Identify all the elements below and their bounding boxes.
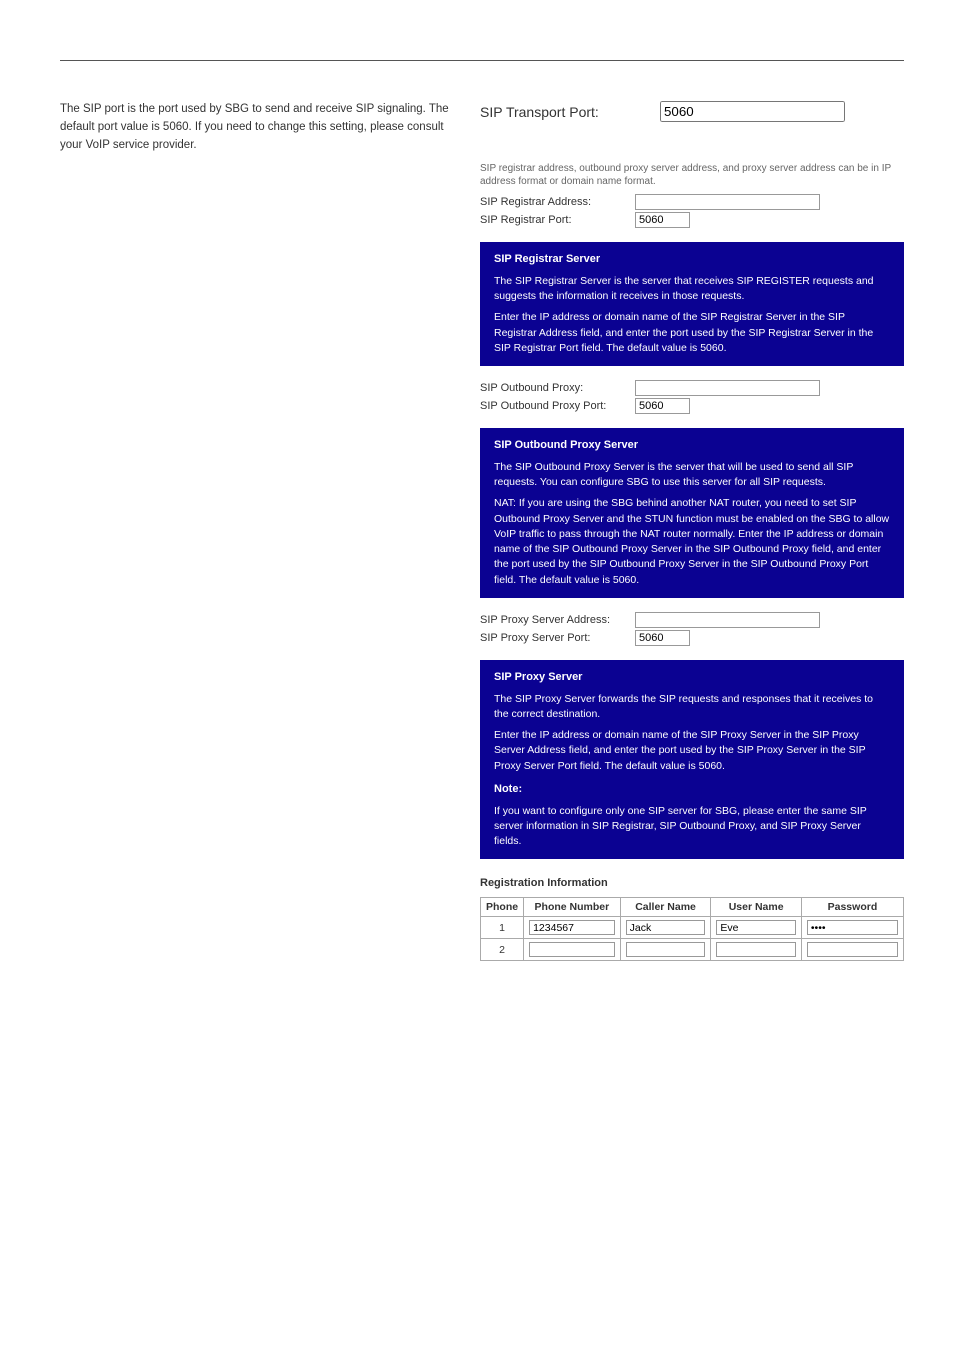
registrar-box-body2: Enter the IP address or domain name of t… [494,310,890,356]
sip-registrar-address-row: SIP Registrar Address: [480,194,904,210]
table-header-row: Phone Phone Number Caller Name User Name… [481,898,904,917]
server-address-note: SIP registrar address, outbound proxy se… [480,162,904,188]
phone-index-1: 1 [481,917,524,939]
sip-proxy-port-row: SIP Proxy Server Port: [480,630,904,646]
registration-table: Phone Phone Number Caller Name User Name… [480,897,904,961]
col-phone: Phone [481,898,524,917]
right-form-column: SIP Transport Port: SIP registrar addres… [480,101,904,961]
sip-outbound-proxy-label: SIP Outbound Proxy: [480,382,635,394]
col-user-name: User Name [711,898,801,917]
caller-name-2-input[interactable] [626,942,706,957]
table-row: 2 [481,939,904,961]
user-name-1-input[interactable] [716,920,795,935]
proxy-box-note-title: Note: [494,782,890,798]
phone-number-2-input[interactable] [529,942,615,957]
transport-port-desc: The SIP port is the port used by SBG to … [60,101,460,154]
sip-outbound-proxy-port-row: SIP Outbound Proxy Port: [480,398,904,414]
sip-outbound-proxy-port-label: SIP Outbound Proxy Port: [480,400,635,412]
caller-name-1-input[interactable] [626,920,706,935]
sip-outbound-proxy-input[interactable] [635,380,820,396]
header-divider [60,60,904,61]
outbound-box-body2: NAT: If you are using the SBG behind ano… [494,496,890,587]
col-password: Password [801,898,903,917]
outbound-box-body1: The SIP Outbound Proxy Server is the ser… [494,460,890,490]
sip-proxy-address-row: SIP Proxy Server Address: [480,612,904,628]
col-caller-name: Caller Name [620,898,711,917]
sip-registrar-address-input[interactable] [635,194,820,210]
left-description-column: The SIP port is the port used by SBG to … [60,101,460,961]
sip-outbound-proxy-row: SIP Outbound Proxy: [480,380,904,396]
proxy-box-title: SIP Proxy Server [494,670,890,686]
registrar-box-title: SIP Registrar Server [494,252,890,268]
sip-proxy-address-label: SIP Proxy Server Address: [480,614,635,626]
user-name-2-input[interactable] [716,942,795,957]
table-row: 1 [481,917,904,939]
sip-proxy-address-input[interactable] [635,612,820,628]
phone-index-2: 2 [481,939,524,961]
sip-proxy-port-label: SIP Proxy Server Port: [480,632,635,644]
proxy-box-note-body: If you want to configure only one SIP se… [494,804,890,850]
password-1-input[interactable] [807,920,898,935]
sip-transport-port-input[interactable] [660,101,845,122]
proxy-box-body2: Enter the IP address or domain name of t… [494,728,890,774]
sip-registrar-port-input[interactable] [635,212,690,228]
sip-proxy-infobox: SIP Proxy Server The SIP Proxy Server fo… [480,660,904,860]
sip-registrar-port-row: SIP Registrar Port: [480,212,904,228]
sip-registrar-address-label: SIP Registrar Address: [480,196,635,208]
sip-proxy-port-input[interactable] [635,630,690,646]
sip-outbound-proxy-port-input[interactable] [635,398,690,414]
col-phone-number: Phone Number [524,898,621,917]
registrar-box-body1: The SIP Registrar Server is the server t… [494,274,890,304]
phone-number-1-input[interactable] [529,920,615,935]
sip-outbound-infobox: SIP Outbound Proxy Server The SIP Outbou… [480,428,904,598]
sip-registrar-infobox: SIP Registrar Server The SIP Registrar S… [480,242,904,366]
sip-registrar-port-label: SIP Registrar Port: [480,214,635,226]
password-2-input[interactable] [807,942,898,957]
outbound-box-title: SIP Outbound Proxy Server [494,438,890,454]
sip-transport-row: SIP Transport Port: [480,101,904,122]
proxy-box-body1: The SIP Proxy Server forwards the SIP re… [494,692,890,722]
sip-transport-label: SIP Transport Port: [480,104,660,120]
registration-info-title: Registration Information [480,877,904,889]
